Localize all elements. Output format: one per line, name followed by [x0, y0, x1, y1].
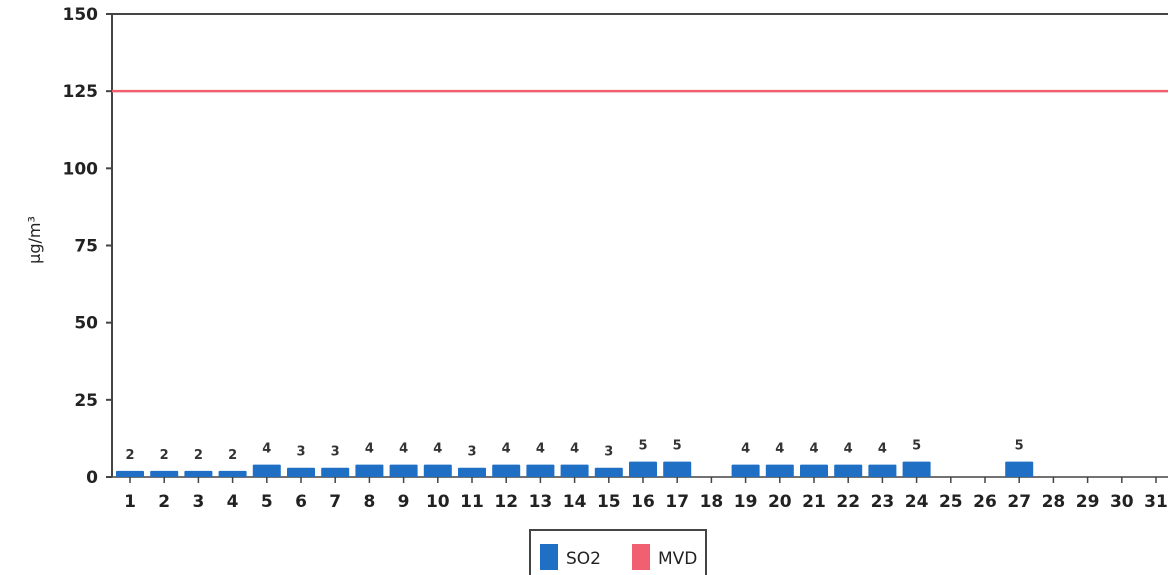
so2-data-label: 4 [262, 442, 271, 457]
x-tick-label: 22 [836, 492, 860, 512]
so2-bar [423, 464, 452, 477]
so2-bar [355, 464, 384, 477]
so2-bar [458, 467, 486, 477]
so2-bar [834, 464, 863, 477]
x-tick-label: 20 [768, 492, 792, 512]
so2-data-label: 4 [570, 442, 579, 457]
so2-bar [287, 467, 315, 477]
y-tick-label: 25 [74, 391, 98, 411]
so2-bar [1005, 461, 1034, 477]
x-tick-label: 2 [158, 492, 170, 512]
so2-data-label: 5 [638, 439, 647, 454]
x-tick-label: 23 [871, 492, 895, 512]
so2-bar [321, 467, 350, 477]
x-tick-label: 3 [192, 492, 204, 512]
so2-data-label: 4 [809, 442, 818, 457]
so2-bar [663, 461, 692, 477]
so2-data-label: 2 [125, 448, 134, 463]
so2-bar [868, 464, 897, 477]
so2-data-label: 2 [160, 448, 169, 463]
x-tick-label: 18 [700, 492, 724, 512]
so2-bar [150, 470, 179, 477]
x-tick-label: 6 [295, 492, 307, 512]
so2-bar [184, 470, 213, 477]
so2-data-label: 4 [365, 442, 374, 457]
x-tick-label: 7 [329, 492, 341, 512]
so2-data-label: 3 [296, 445, 305, 460]
x-tick-label: 8 [363, 492, 375, 512]
so2-data-label: 5 [673, 439, 682, 454]
x-tick-label: 15 [597, 492, 621, 512]
so2-data-label: 3 [331, 445, 340, 460]
x-tick-label: 21 [802, 492, 826, 512]
legend-box [529, 529, 707, 575]
legend-label-so2: SO2 [566, 549, 601, 569]
so2-data-label: 4 [844, 442, 853, 457]
so2-bar [389, 464, 418, 477]
so2-bar [252, 464, 281, 477]
so2-bar [594, 467, 623, 477]
y-tick-label: 0 [86, 468, 98, 488]
y-tick-label: 125 [63, 82, 99, 102]
x-tick-label: 25 [939, 492, 963, 512]
so2-bar [560, 464, 589, 477]
y-axis-label: µg/m³ [25, 216, 44, 264]
x-tick-label: 17 [665, 492, 689, 512]
so2-bar [731, 464, 760, 477]
x-tick-label: 24 [905, 492, 929, 512]
x-tick-label: 26 [973, 492, 997, 512]
so2-data-label: 3 [604, 445, 613, 460]
so2-bar [526, 464, 555, 477]
so2-bar [765, 464, 794, 477]
x-tick-label: 12 [494, 492, 518, 512]
so2-bar [116, 470, 144, 477]
y-tick-label: 75 [74, 237, 98, 257]
so2-data-label: 4 [878, 442, 887, 457]
x-tick-label: 1 [124, 492, 136, 512]
so2-data-label: 4 [741, 442, 750, 457]
legend-swatch-mvd [632, 544, 650, 570]
legend-label-mvd: MVD [658, 549, 697, 569]
x-tick-label: 13 [529, 492, 553, 512]
x-tick-label: 19 [734, 492, 758, 512]
so2-bar [492, 464, 521, 477]
x-tick-label: 31 [1144, 492, 1168, 512]
y-tick-label: 150 [63, 5, 99, 25]
so2-data-label: 3 [467, 445, 476, 460]
x-tick-label: 9 [398, 492, 410, 512]
x-tick-label: 10 [426, 492, 450, 512]
so2-bar [629, 461, 657, 477]
x-tick-label: 4 [227, 492, 239, 512]
x-tick-label: 27 [1007, 492, 1031, 512]
so2-data-label: 4 [433, 442, 442, 457]
x-tick-label: 28 [1042, 492, 1066, 512]
x-tick-label: 16 [631, 492, 655, 512]
so2-data-label: 2 [194, 448, 203, 463]
x-tick-label: 29 [1076, 492, 1100, 512]
y-tick-label: 100 [63, 159, 99, 179]
so2-bar [902, 461, 931, 477]
so2-data-label: 4 [399, 442, 408, 457]
so2-data-label: 4 [775, 442, 784, 457]
x-tick-label: 5 [261, 492, 273, 512]
so2-data-label: 2 [228, 448, 237, 463]
so2-data-label: 5 [912, 439, 921, 454]
y-tick-label: 50 [74, 314, 98, 334]
x-tick-label: 14 [563, 492, 587, 512]
so2-data-label: 4 [536, 442, 545, 457]
so2-bar [218, 470, 247, 477]
legend-swatch-so2 [540, 544, 558, 570]
so2-data-label: 4 [502, 442, 511, 457]
x-tick-label: 11 [460, 492, 484, 512]
x-tick-label: 30 [1110, 492, 1134, 512]
so2-bar [800, 464, 828, 477]
so2-data-label: 5 [1015, 439, 1024, 454]
